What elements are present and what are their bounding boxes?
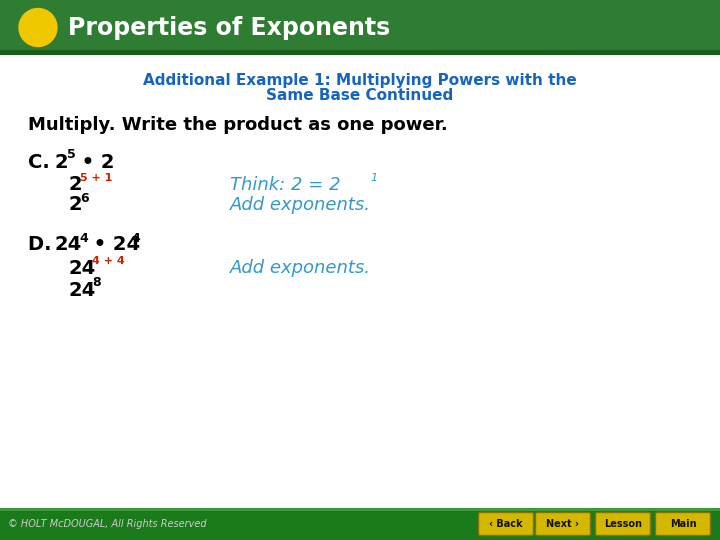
Text: • 24: • 24 bbox=[87, 235, 140, 254]
Text: 24: 24 bbox=[68, 280, 95, 300]
Text: Properties of Exponents: Properties of Exponents bbox=[68, 16, 390, 39]
Text: 8: 8 bbox=[92, 276, 101, 289]
Bar bbox=[0, 50, 720, 55]
Text: Add exponents.: Add exponents. bbox=[230, 196, 371, 214]
Circle shape bbox=[19, 9, 57, 46]
Text: 6: 6 bbox=[80, 192, 89, 205]
Text: 24: 24 bbox=[55, 235, 82, 254]
FancyBboxPatch shape bbox=[536, 512, 590, 536]
Text: © HOLT McDOUGAL, All Rights Reserved: © HOLT McDOUGAL, All Rights Reserved bbox=[8, 519, 207, 529]
Text: 2: 2 bbox=[55, 152, 68, 172]
Text: 2: 2 bbox=[68, 195, 81, 214]
Text: Add exponents.: Add exponents. bbox=[230, 259, 371, 277]
Text: Multiply. Write the product as one power.: Multiply. Write the product as one power… bbox=[28, 116, 448, 134]
Text: 5 + 1: 5 + 1 bbox=[80, 173, 112, 183]
Text: Same Base Continued: Same Base Continued bbox=[266, 89, 454, 104]
Text: 5: 5 bbox=[67, 148, 76, 161]
Text: 4: 4 bbox=[79, 232, 88, 245]
Text: Additional Example 1: Multiplying Powers with the: Additional Example 1: Multiplying Powers… bbox=[143, 72, 577, 87]
Text: ‹ Back: ‹ Back bbox=[489, 519, 523, 529]
Bar bbox=[0, 508, 720, 540]
Text: 4 + 4: 4 + 4 bbox=[92, 256, 125, 266]
Text: 4: 4 bbox=[131, 232, 140, 245]
Bar bbox=[0, 508, 720, 511]
FancyBboxPatch shape bbox=[595, 512, 650, 536]
FancyBboxPatch shape bbox=[655, 512, 711, 536]
Text: Think: 2 = 2: Think: 2 = 2 bbox=[230, 176, 341, 194]
Text: Next ›: Next › bbox=[546, 519, 580, 529]
Text: 24: 24 bbox=[68, 259, 95, 278]
Text: Main: Main bbox=[670, 519, 696, 529]
Text: 1: 1 bbox=[370, 173, 377, 183]
FancyBboxPatch shape bbox=[479, 512, 534, 536]
Text: C.: C. bbox=[28, 152, 56, 172]
Text: Lesson: Lesson bbox=[604, 519, 642, 529]
Bar bbox=[0, 0, 720, 55]
Text: D.: D. bbox=[28, 235, 58, 254]
Text: 2: 2 bbox=[68, 176, 81, 194]
Text: • 2: • 2 bbox=[75, 152, 114, 172]
